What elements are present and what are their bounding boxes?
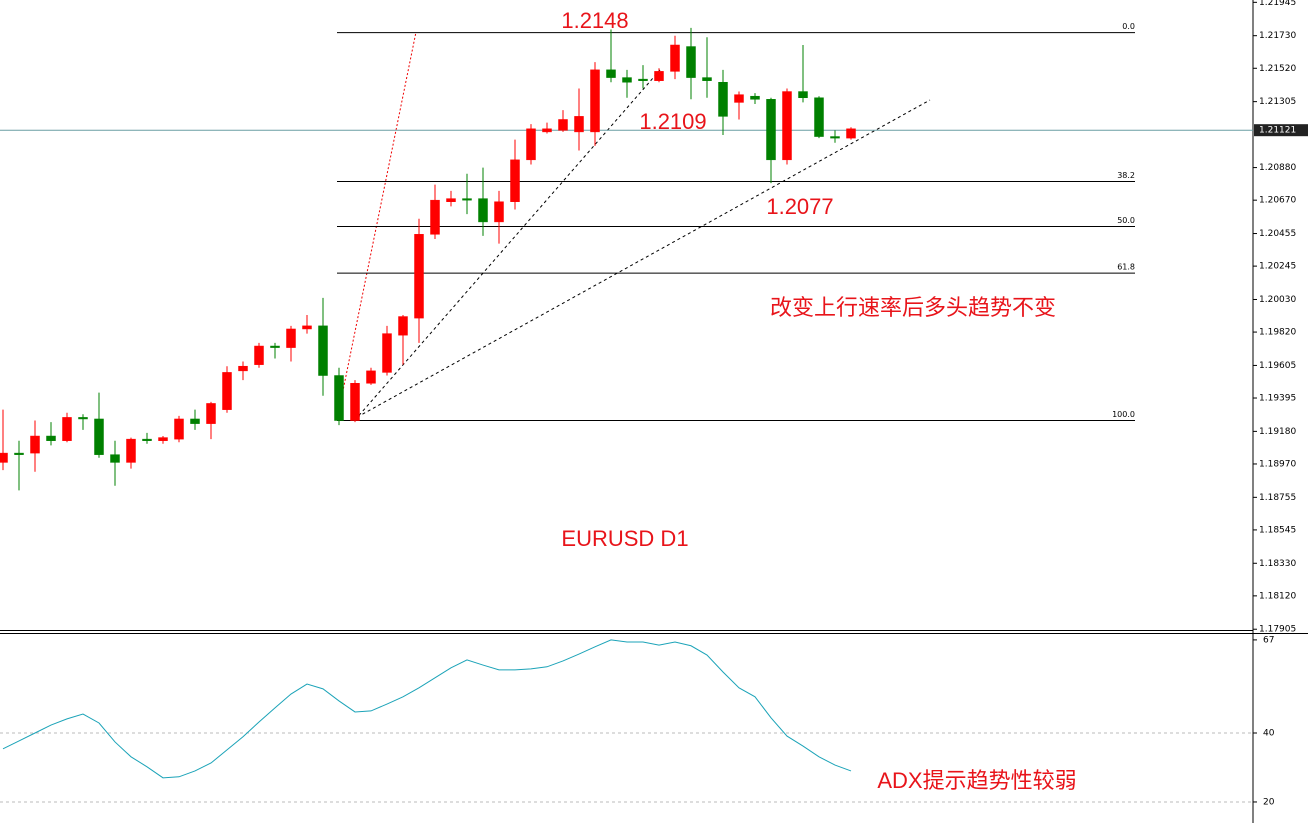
candle-body: [574, 116, 584, 133]
candle-body: [798, 91, 808, 99]
y-tick-label: 1.18545: [1259, 525, 1296, 535]
fibonacci-label: 50.0: [1117, 216, 1135, 225]
candle-body: [350, 383, 360, 421]
y-tick-label: 1.19820: [1259, 328, 1296, 338]
annotation: 1.2109: [639, 109, 706, 134]
chart-title: EURUSD D1: [561, 526, 688, 551]
y-tick-label: 1.19180: [1259, 427, 1296, 437]
candle-body: [46, 435, 56, 441]
fibonacci-label: 61.8: [1117, 263, 1135, 272]
candle-body: [318, 325, 328, 376]
candle-body: [686, 46, 696, 78]
candle-body: [494, 201, 504, 223]
candle-body: [142, 438, 152, 441]
candle-body: [190, 418, 200, 424]
y-tick-label: 1.20670: [1259, 196, 1296, 206]
candle-body: [398, 316, 408, 336]
candle-body: [110, 454, 120, 463]
candle-body: [750, 95, 760, 100]
current-price-label: 1.21121: [1259, 126, 1296, 136]
y-tick-label: 1.19605: [1259, 361, 1296, 371]
candle-body: [510, 159, 520, 202]
fibonacci-label: 100.0: [1112, 410, 1135, 419]
candle-body: [158, 437, 168, 441]
candle-body: [286, 328, 296, 348]
candle-body: [62, 417, 72, 441]
y-tick-label: 1.21520: [1259, 64, 1296, 74]
candle-body: [606, 69, 616, 78]
candle-body: [782, 91, 792, 161]
y-tick-label: 40: [1263, 729, 1275, 739]
candle-body: [590, 69, 600, 133]
candle-body: [302, 325, 312, 330]
candle-body: [814, 97, 824, 137]
candle-body: [0, 452, 8, 463]
fibonacci-label: 0.0: [1122, 22, 1135, 31]
y-tick-label: 1.20245: [1259, 262, 1296, 272]
candle-body: [542, 128, 552, 133]
candle-body: [126, 438, 136, 463]
y-tick-label: 67: [1263, 635, 1274, 645]
trend-line: [351, 99, 931, 421]
candle-body: [206, 403, 216, 424]
candle-body: [30, 435, 40, 454]
annotation: ADX提示趋势性较弱: [877, 768, 1076, 793]
candle-body: [702, 77, 712, 81]
candle-body: [222, 372, 232, 410]
y-tick-label: 1.21305: [1259, 97, 1296, 107]
candle-body: [830, 136, 840, 139]
candle-body: [622, 77, 632, 83]
y-tick-label: 1.19395: [1259, 394, 1296, 404]
candle-body: [334, 375, 344, 421]
candle-body: [446, 198, 456, 202]
candle-body: [366, 370, 376, 384]
annotation: 1.2148: [561, 8, 628, 33]
y-tick-label: 1.18120: [1259, 591, 1296, 601]
y-tick-label: 1.18330: [1259, 559, 1296, 569]
candle-body: [654, 71, 664, 81]
annotation: 改变上行速率后多头趋势不变: [770, 295, 1056, 320]
candle-body: [718, 81, 728, 117]
candle-body: [430, 199, 440, 235]
candle-body: [558, 119, 568, 131]
candle-body: [478, 198, 488, 223]
candle-body: [766, 99, 776, 161]
y-tick-label: 1.18970: [1259, 459, 1296, 469]
candle-body: [174, 418, 184, 440]
y-tick-label: 1.21945: [1259, 0, 1296, 8]
candle-body: [78, 417, 88, 420]
candle-body: [238, 365, 248, 372]
candle-body: [254, 345, 264, 365]
y-tick-label: 1.18755: [1259, 493, 1296, 503]
candle-body: [462, 198, 472, 201]
candle-body: [734, 94, 744, 103]
y-tick-label: 20: [1263, 797, 1275, 807]
current-price-box: [1254, 124, 1308, 137]
y-tick-label: 1.20880: [1259, 163, 1296, 173]
candle-body: [94, 418, 104, 455]
candle-body: [382, 333, 392, 373]
candle-body: [670, 44, 680, 72]
y-tick-label: 1.21730: [1259, 31, 1296, 41]
candle-body: [638, 78, 648, 81]
fibonacci-label: 38.2: [1117, 171, 1135, 180]
adx-line: [2, 639, 852, 779]
y-tick-label: 1.20030: [1259, 295, 1296, 305]
trend-line: [354, 69, 661, 421]
annotation: 1.2077: [766, 194, 833, 219]
candle-body: [526, 128, 536, 161]
candle-body: [270, 345, 280, 348]
candle-body: [14, 452, 24, 455]
y-tick-label: 1.20455: [1259, 229, 1296, 239]
y-tick-label: 1.17905: [1259, 625, 1296, 635]
candle-body: [846, 128, 856, 139]
trend-line: [336, 31, 417, 421]
candle-body: [414, 234, 424, 319]
